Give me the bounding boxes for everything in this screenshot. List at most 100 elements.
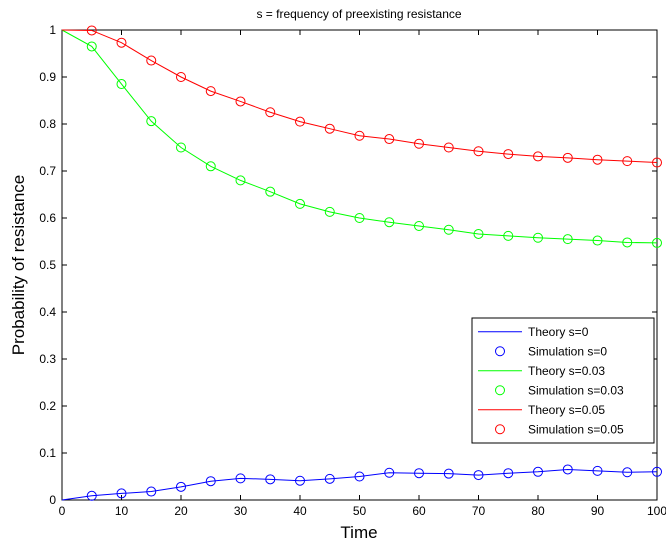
legend-label: Theory s=0.03 <box>528 364 605 378</box>
data-point <box>86 490 97 501</box>
x-tick-label: 90 <box>591 504 605 518</box>
series-line <box>61 29 658 244</box>
data-point <box>443 468 454 479</box>
data-point <box>235 175 246 186</box>
data-point <box>592 235 603 246</box>
legend-marker-swatch <box>495 385 505 396</box>
data-point <box>652 157 662 168</box>
data-point <box>354 471 365 482</box>
x-tick-label: 60 <box>412 504 426 518</box>
data-point <box>324 473 335 484</box>
data-point <box>116 79 127 90</box>
data-point <box>652 237 662 248</box>
legend-label: Simulation s=0.05 <box>528 422 624 436</box>
data-point <box>354 213 365 223</box>
data-point <box>86 41 97 52</box>
data-point <box>562 152 573 163</box>
data-point <box>622 467 633 478</box>
axis-ticks: 0 10 20 30 40 50 60 70 80 90 100 0 0.1 0.2 0.3 0.4 0.5 0.… <box>39 23 666 518</box>
data-point <box>562 464 573 475</box>
data-point <box>384 467 395 478</box>
data-point <box>414 220 424 231</box>
data-point <box>295 475 305 486</box>
legend-label: Theory s=0 <box>528 325 589 339</box>
legend-label: Theory s=0.05 <box>528 403 605 417</box>
x-tick-label: 30 <box>234 504 248 518</box>
data-point <box>473 228 484 239</box>
y-tick-label: 0.1 <box>39 446 56 460</box>
x-tick-label: 80 <box>531 504 545 518</box>
data-point <box>235 96 246 107</box>
data-point <box>414 468 424 479</box>
data-point <box>176 481 186 492</box>
data-point <box>116 37 127 48</box>
data-point <box>86 25 97 36</box>
x-tick-label: 40 <box>293 504 307 518</box>
data-point <box>443 224 454 235</box>
y-tick-label: 0 <box>49 493 56 507</box>
data-point <box>503 468 514 479</box>
data-point <box>473 470 484 481</box>
x-tick-label: 20 <box>174 504 188 518</box>
data-point <box>503 230 514 241</box>
legend-marker-swatch <box>495 424 505 435</box>
data-point <box>146 116 157 127</box>
data-point <box>265 474 276 485</box>
data-point <box>295 116 305 127</box>
data-point <box>533 151 543 162</box>
series-line <box>61 29 658 164</box>
x-axis-label: Time <box>340 523 377 542</box>
data-point <box>652 466 662 477</box>
y-tick-label: 0.8 <box>39 117 56 131</box>
data-point <box>473 146 484 157</box>
data-point <box>533 232 543 243</box>
data-point <box>414 138 424 149</box>
legend-box <box>471 317 655 444</box>
x-tick-label: 50 <box>353 504 367 518</box>
data-point <box>116 488 127 499</box>
legend-label: Simulation s=0 <box>528 344 607 358</box>
data-point <box>324 123 335 134</box>
y-axis-label: Probability of resistance <box>9 175 28 355</box>
data-point <box>592 465 603 476</box>
series-line <box>61 468 658 501</box>
chart-title: s = frequency of preexisting resistance <box>256 7 461 21</box>
y-tick-label: 1 <box>49 23 56 37</box>
data-point <box>384 134 395 145</box>
data-point <box>354 130 365 141</box>
data-point <box>146 486 157 497</box>
data-point <box>176 142 186 153</box>
y-tick-label: 0.9 <box>39 70 56 84</box>
data-point <box>295 198 305 209</box>
data-point <box>235 473 246 484</box>
x-tick-label: 10 <box>115 504 129 518</box>
data-point <box>622 156 633 167</box>
data-point <box>533 466 543 477</box>
data-point <box>265 186 276 197</box>
data-point <box>176 72 186 82</box>
y-tick-label: 0.7 <box>39 164 56 178</box>
data-point <box>622 237 633 248</box>
legend-label: Simulation s=0.03 <box>528 383 624 397</box>
data-point <box>443 142 454 153</box>
data-point <box>562 234 573 245</box>
data-point <box>592 154 603 165</box>
data-point <box>205 86 216 97</box>
series-layer <box>61 25 662 501</box>
y-tick-label: 0.6 <box>39 211 56 225</box>
x-tick-label: 0 <box>59 504 66 518</box>
x-tick-label: 70 <box>472 504 486 518</box>
data-point <box>265 107 276 118</box>
data-point <box>205 476 216 487</box>
data-point <box>205 161 216 172</box>
data-point <box>503 149 514 160</box>
legend-marker-swatch <box>495 346 505 357</box>
y-tick-label: 0.2 <box>39 399 56 413</box>
data-point <box>146 55 157 66</box>
data-point <box>324 206 335 217</box>
y-tick-label: 0.3 <box>39 352 56 366</box>
x-tick-label: 100 <box>647 504 666 518</box>
legend: Theory s=0 Simulation s=0 Theory s=0.03 Sim… <box>471 317 655 444</box>
data-point <box>384 217 395 228</box>
